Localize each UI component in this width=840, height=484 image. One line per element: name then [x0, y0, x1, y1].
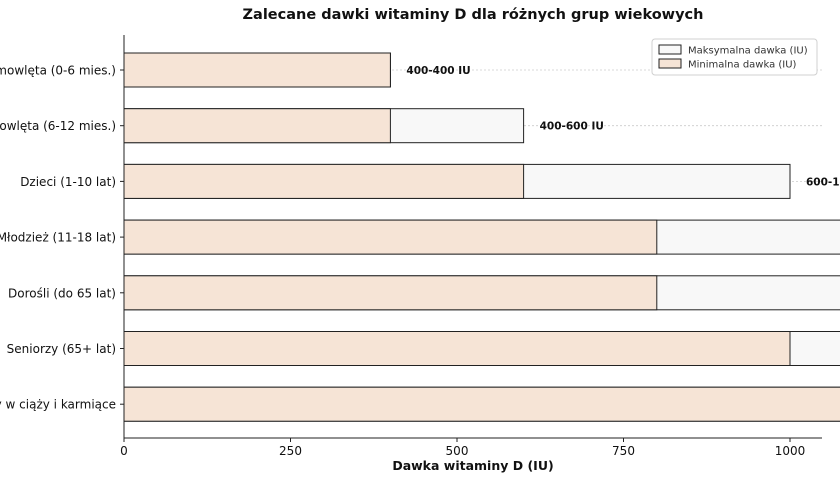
bar-min: [123, 219, 658, 255]
y-tick-label: Kobiety w ciąży i karmiące: [0, 398, 116, 412]
bar-min: [123, 275, 658, 311]
y-tick-label: Młodzież (11-18 lat): [0, 231, 116, 245]
x-tick-label: 250: [279, 444, 302, 458]
y-tick-label: Seniorzy (65+ lat): [7, 342, 116, 356]
y-tick-label: Dorośli (do 65 lat): [8, 286, 116, 300]
x-axis-label: Dawka witaminy D (IU): [392, 458, 553, 473]
legend-label: Maksymalna dawka (IU): [688, 46, 808, 57]
bar-value-label: 400-600 IU: [540, 121, 604, 133]
bar-min: [123, 163, 525, 199]
legend-swatch: [658, 44, 682, 55]
x-tick-label: 0: [120, 444, 128, 458]
x-tick-label: 500: [446, 444, 469, 458]
bar-min: [123, 108, 391, 144]
bar-min: [123, 331, 791, 366]
legend-label: Minimalna dawka (IU): [688, 60, 797, 71]
legend-box: [651, 38, 818, 76]
y-tick-label: Niemowlęta (6-12 mies.): [0, 119, 116, 133]
bar-min: [123, 386, 840, 422]
bar-value-label: 600-1000 IU: [806, 176, 840, 188]
y-tick-label: Niemowlęta (0-6 mies.): [0, 64, 116, 78]
x-tick-label: 1000: [775, 444, 806, 458]
bar-value-label: 400-400 IU: [406, 65, 470, 77]
legend-swatch: [658, 58, 682, 69]
chart-title: Zalecane dawki witaminy D dla różnych gr…: [243, 7, 704, 23]
bar-min: [123, 52, 391, 88]
y-tick-label: Dzieci (1-10 lat): [20, 175, 116, 189]
x-tick-label: 750: [612, 444, 635, 458]
